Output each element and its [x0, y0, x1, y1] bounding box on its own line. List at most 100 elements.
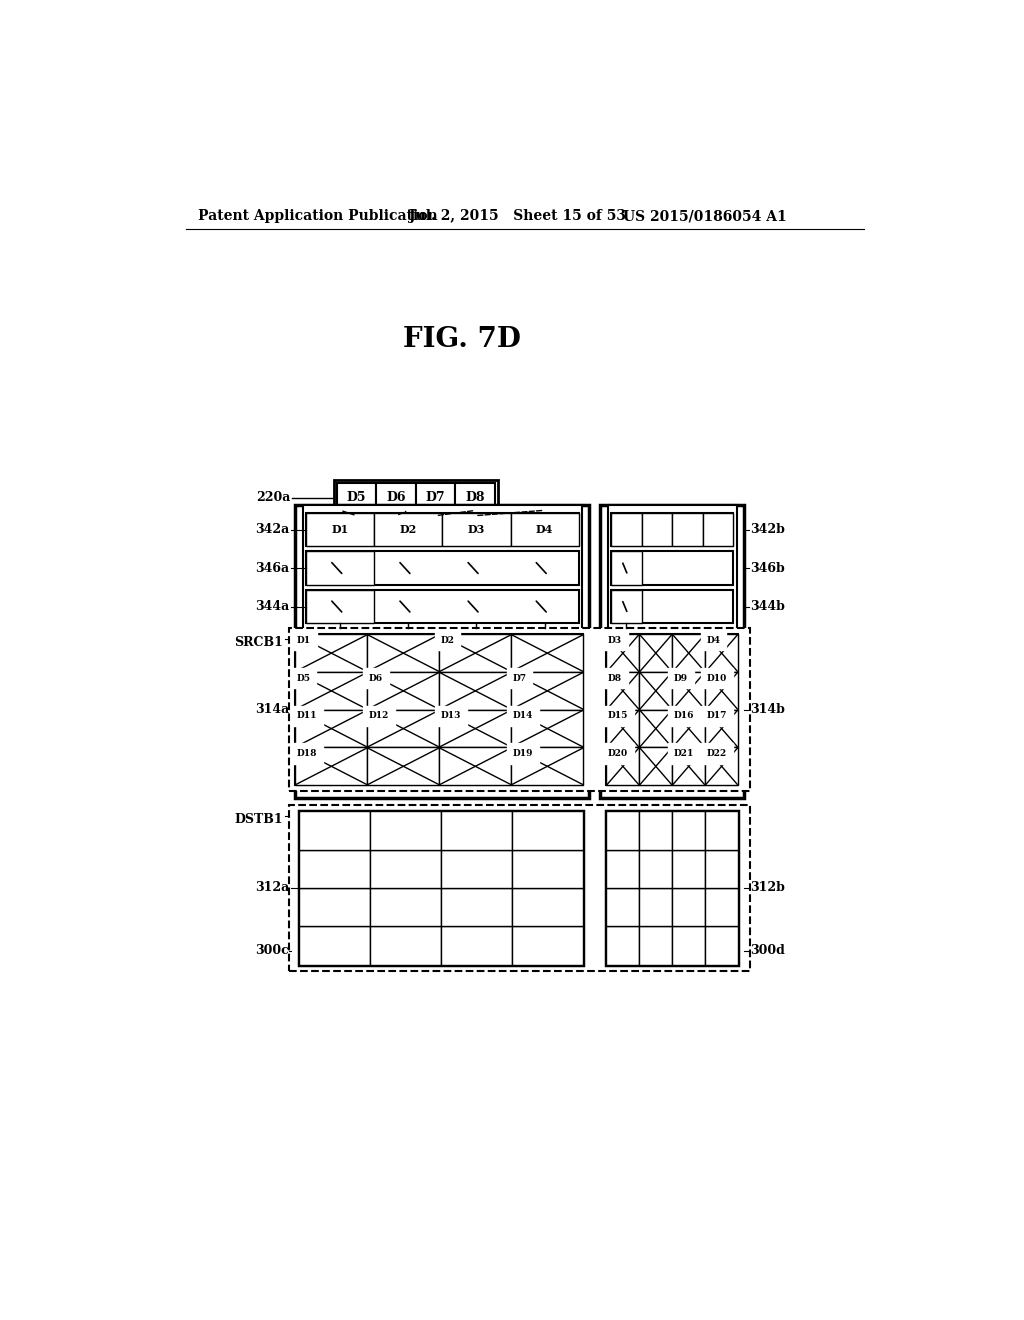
Text: D6: D6 — [369, 673, 383, 682]
Bar — [639, 927, 672, 965]
Text: D9: D9 — [674, 673, 688, 682]
Bar — [306, 590, 579, 623]
Bar — [639, 672, 672, 710]
Bar — [639, 747, 672, 785]
Bar — [706, 888, 738, 927]
Bar — [511, 747, 584, 785]
Text: 342b: 342b — [751, 523, 785, 536]
Text: D12: D12 — [369, 711, 389, 721]
Text: 312b: 312b — [751, 882, 785, 895]
Text: D8: D8 — [465, 491, 484, 504]
Bar — [368, 710, 439, 747]
Bar — [672, 747, 706, 785]
Text: D2: D2 — [399, 524, 417, 535]
Text: D20: D20 — [608, 748, 628, 758]
Bar — [299, 850, 371, 888]
Bar — [456, 483, 495, 512]
Bar — [606, 635, 639, 672]
Text: 344a: 344a — [255, 601, 289, 612]
Bar — [706, 672, 738, 710]
Bar — [368, 635, 439, 672]
Bar — [441, 888, 512, 927]
Bar — [606, 635, 639, 672]
Text: D4: D4 — [536, 524, 553, 535]
Bar — [334, 480, 498, 516]
Text: 314b: 314b — [751, 704, 785, 717]
Text: D22: D22 — [707, 748, 727, 758]
Text: 342a: 342a — [255, 523, 289, 536]
Bar — [511, 710, 584, 747]
Bar — [442, 512, 511, 546]
Bar — [606, 747, 639, 785]
Bar — [672, 512, 702, 546]
Text: Jul. 2, 2015   Sheet 15 of 53: Jul. 2, 2015 Sheet 15 of 53 — [410, 209, 627, 223]
Text: D1: D1 — [332, 524, 349, 535]
Bar — [441, 927, 512, 965]
Text: 220a: 220a — [256, 491, 291, 504]
Bar — [303, 506, 582, 631]
Bar — [606, 635, 738, 785]
Bar — [306, 512, 579, 546]
Bar — [439, 672, 511, 710]
Bar — [639, 672, 672, 710]
Bar — [611, 590, 642, 623]
Bar — [441, 812, 512, 850]
Bar — [639, 747, 672, 785]
Text: 312a: 312a — [255, 882, 289, 895]
Bar — [608, 506, 736, 631]
Text: D1: D1 — [297, 636, 311, 644]
Bar — [672, 635, 706, 672]
Bar — [672, 850, 706, 888]
Bar — [295, 635, 368, 672]
Bar — [611, 590, 733, 623]
Text: SRCB1: SRCB1 — [234, 636, 283, 649]
Bar — [512, 812, 584, 850]
Bar — [289, 628, 751, 792]
Text: D10: D10 — [707, 673, 727, 682]
Text: 300c: 300c — [255, 944, 289, 957]
Bar — [512, 927, 584, 965]
Bar — [672, 927, 706, 965]
Bar — [706, 710, 738, 747]
Bar — [371, 850, 441, 888]
Bar — [706, 927, 738, 965]
Bar — [706, 747, 738, 785]
Bar — [606, 672, 639, 710]
Bar — [606, 710, 639, 747]
Bar — [606, 710, 639, 747]
Text: D18: D18 — [297, 748, 317, 758]
Bar — [295, 710, 368, 747]
Bar — [672, 747, 706, 785]
Text: D21: D21 — [674, 748, 694, 758]
Bar — [368, 672, 439, 710]
Bar — [672, 710, 706, 747]
Bar — [374, 512, 442, 546]
Bar — [306, 590, 374, 623]
Bar — [606, 812, 738, 965]
Bar — [639, 710, 672, 747]
Bar — [639, 850, 672, 888]
Bar — [289, 805, 751, 970]
Text: D4: D4 — [707, 636, 721, 644]
Text: D16: D16 — [674, 711, 694, 721]
Bar — [639, 888, 672, 927]
Bar — [371, 812, 441, 850]
Bar — [611, 512, 733, 546]
Bar — [611, 552, 733, 585]
Text: 346a: 346a — [255, 561, 289, 574]
Text: D15: D15 — [608, 711, 629, 721]
Bar — [511, 747, 584, 785]
Bar — [639, 710, 672, 747]
Text: D17: D17 — [707, 711, 727, 721]
Text: D5: D5 — [297, 673, 311, 682]
Text: D8: D8 — [608, 673, 623, 682]
Bar — [639, 812, 672, 850]
Text: D7: D7 — [426, 491, 445, 504]
Text: D19: D19 — [513, 748, 534, 758]
Bar — [306, 552, 579, 585]
Bar — [672, 635, 706, 672]
Bar — [295, 672, 368, 710]
Bar — [639, 635, 672, 672]
Text: DSTB1: DSTB1 — [234, 813, 283, 826]
Bar — [512, 850, 584, 888]
